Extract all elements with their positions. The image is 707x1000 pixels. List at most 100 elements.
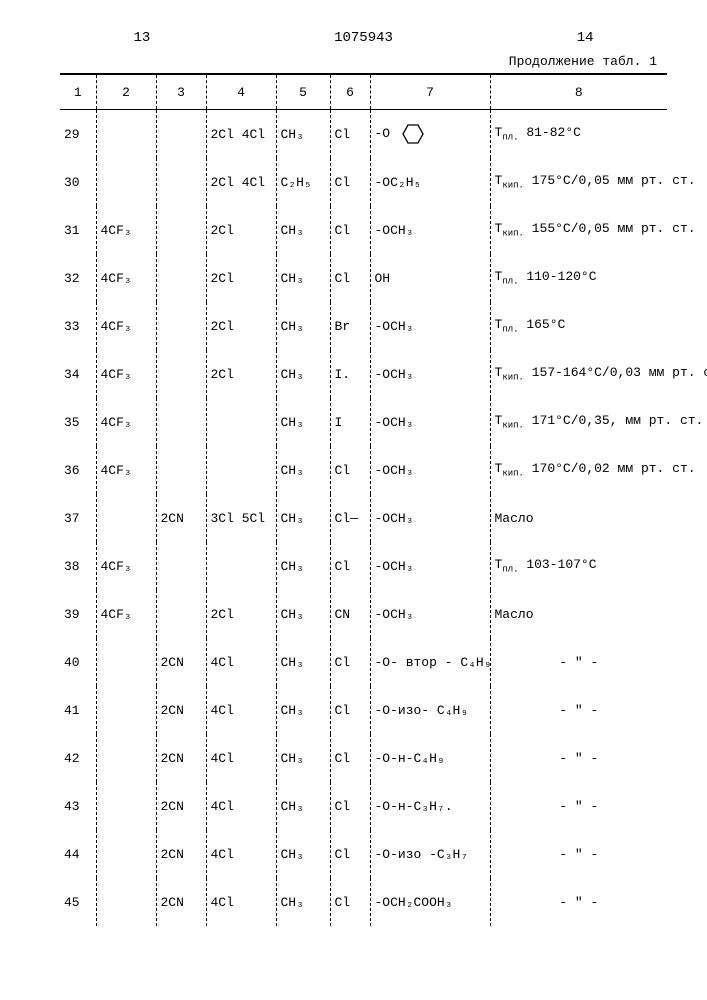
cell: Cl xyxy=(330,542,370,590)
cell: Cl xyxy=(330,158,370,206)
data-table: 1 2 3 4 5 6 7 8 292Cl 4ClCH₃Cl-O Тпл. 81… xyxy=(60,74,667,926)
col-header: 3 xyxy=(156,75,206,110)
cell: - " - xyxy=(490,878,667,926)
cell xyxy=(156,398,206,446)
left-page-number: 13 xyxy=(134,30,151,46)
cell: OH xyxy=(370,254,490,302)
cell: CH₃ xyxy=(276,542,330,590)
cell: 3Cl 5Cl xyxy=(206,494,276,542)
cell: 41 xyxy=(60,686,96,734)
cell: Ткип. 175°C/0,05 мм рт. ст. xyxy=(490,158,667,206)
cell: -OCH₃ xyxy=(370,398,490,446)
cell: CH₃ xyxy=(276,686,330,734)
cell: 44 xyxy=(60,830,96,878)
cell: -O xyxy=(370,110,490,159)
cell: 2CN xyxy=(156,638,206,686)
cell: Cl xyxy=(330,206,370,254)
cell: -O- втор - C₄H₉ xyxy=(370,638,490,686)
cell: 4Cl xyxy=(206,734,276,782)
cell: Cl— xyxy=(330,494,370,542)
cell: CH₃ xyxy=(276,398,330,446)
col-header: 7 xyxy=(370,75,490,110)
cell: CH₃ xyxy=(276,206,330,254)
col-header: 1 xyxy=(60,75,96,110)
cell: CH₃ xyxy=(276,830,330,878)
cell: Ткип. 155°C/0,05 мм рт. ст. xyxy=(490,206,667,254)
cell: -O-н-C₃H₇. xyxy=(370,782,490,830)
cell xyxy=(96,782,156,830)
cell: Cl xyxy=(330,254,370,302)
document-number: 1075943 xyxy=(334,30,393,46)
cell: 2CN xyxy=(156,830,206,878)
cell xyxy=(96,158,156,206)
cell: 4CF₃ xyxy=(96,446,156,494)
cell: 2Cl 4Cl xyxy=(206,110,276,159)
cell: Тпл. 103-107°C xyxy=(490,542,667,590)
table-row: 372CN3Cl 5ClCH₃Cl—-OCH₃Масло xyxy=(60,494,667,542)
cell: 2Cl 4Cl xyxy=(206,158,276,206)
cell xyxy=(156,350,206,398)
cell: 4CF₃ xyxy=(96,590,156,638)
page: 13 1075943 14 Продолжение табл. 1 1 2 3 … xyxy=(0,0,707,1000)
cell: 40 xyxy=(60,638,96,686)
cell: Ткип. 157-164°C/0,03 мм рт. ст. xyxy=(490,350,667,398)
cell xyxy=(206,398,276,446)
cell: -OCH₃ xyxy=(370,494,490,542)
table-row: 324CF₃2ClCH₃ClOHТпл. 110-120°C xyxy=(60,254,667,302)
cell xyxy=(156,110,206,159)
cell: -OCH₂COOH₃ xyxy=(370,878,490,926)
cell: 4Cl xyxy=(206,686,276,734)
cell: 34 xyxy=(60,350,96,398)
cell: 36 xyxy=(60,446,96,494)
table-row: 302Cl 4ClC₂H₅Cl-OC₂H₅Ткип. 175°C/0,05 мм… xyxy=(60,158,667,206)
table-row: 364CF₃CH₃Cl-OCH₃Ткип. 170°C/0,02 мм рт. … xyxy=(60,446,667,494)
table-row: 394CF₃2ClCH₃CN-OCH₃Масло xyxy=(60,590,667,638)
cell xyxy=(206,542,276,590)
cell: - " - xyxy=(490,830,667,878)
cell: Масло xyxy=(490,494,667,542)
cell: CH₃ xyxy=(276,446,330,494)
table-row: 402CN4ClCH₃Cl-O- втор - C₄H₉- " - xyxy=(60,638,667,686)
col-header: 8 xyxy=(490,75,667,110)
cell: 43 xyxy=(60,782,96,830)
cell: CH₃ xyxy=(276,734,330,782)
cell: 2Cl xyxy=(206,302,276,350)
cell xyxy=(96,830,156,878)
cell: Cl xyxy=(330,734,370,782)
cell xyxy=(96,878,156,926)
cell: 42 xyxy=(60,734,96,782)
cell: CH₃ xyxy=(276,878,330,926)
cell: Ткип. 170°C/0,02 мм рт. ст. xyxy=(490,446,667,494)
cell: 4CF₃ xyxy=(96,542,156,590)
cell: - " - xyxy=(490,686,667,734)
cell: Cl xyxy=(330,830,370,878)
cell: 32 xyxy=(60,254,96,302)
cell: 2Cl xyxy=(206,590,276,638)
cell: Тпл. 165°C xyxy=(490,302,667,350)
cell: 4CF₃ xyxy=(96,206,156,254)
cell: 2CN xyxy=(156,494,206,542)
table-row: 384CF₃CH₃Cl-OCH₃Тпл. 103-107°C xyxy=(60,542,667,590)
cell: 2CN xyxy=(156,878,206,926)
cell: 2CN xyxy=(156,734,206,782)
cell xyxy=(156,446,206,494)
table-row: 354CF₃CH₃I-OCH₃Ткип. 171°C/0,35, мм рт. … xyxy=(60,398,667,446)
table-row: 292Cl 4ClCH₃Cl-O Тпл. 81-82°C xyxy=(60,110,667,159)
table-row: 344CF₃2ClCH₃I.-OCH₃Ткип. 157-164°C/0,03 … xyxy=(60,350,667,398)
col-header: 2 xyxy=(96,75,156,110)
cell xyxy=(96,494,156,542)
col-header: 6 xyxy=(330,75,370,110)
col-header: 5 xyxy=(276,75,330,110)
cell: CH₃ xyxy=(276,350,330,398)
cell: 39 xyxy=(60,590,96,638)
table-row: 442CN4ClCH₃Cl-O-изо -C₃H₇- " - xyxy=(60,830,667,878)
cell xyxy=(156,302,206,350)
cell xyxy=(156,254,206,302)
cell: -OCH₃ xyxy=(370,542,490,590)
table-row: 432CN4ClCH₃Cl-O-н-C₃H₇.- " - xyxy=(60,782,667,830)
cell: -OCH₃ xyxy=(370,206,490,254)
cell: -OCH₃ xyxy=(370,590,490,638)
cell: Cl xyxy=(330,446,370,494)
cell xyxy=(156,158,206,206)
cell: I. xyxy=(330,350,370,398)
